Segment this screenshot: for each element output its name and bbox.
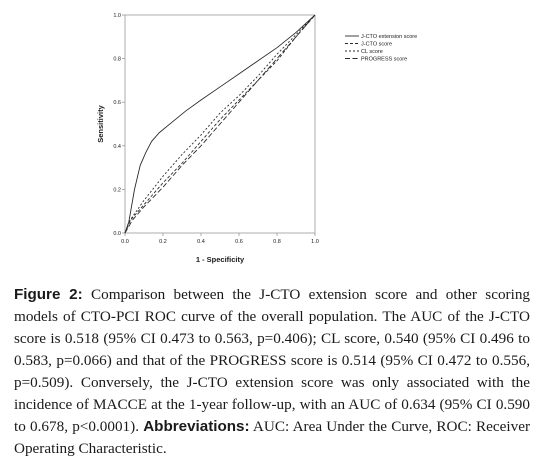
y-tick-label: 0.8: [113, 57, 121, 63]
axis-ticks: 0.0 0.2 0.4 0.6 0.8 1.0 0.0 0.2 0.4 0.6 0.8 1.0: [113, 13, 318, 245]
legend-entry: PROGRESS score: [361, 57, 407, 63]
roc-line-4: [124, 14, 316, 234]
x-tick-label: 0.8: [273, 239, 281, 245]
plot-frame: [124, 14, 316, 234]
figure-label: Figure 2:: [14, 286, 83, 303]
caption-text: Comparison between the J-CTO extension s…: [14, 286, 531, 435]
series-group: [124, 14, 316, 234]
abbreviations-label: Abbreviations:: [143, 418, 250, 435]
legend-entry: J-CTO extension score: [361, 34, 417, 40]
legend-entry: J-CTO score: [361, 42, 392, 48]
x-tick-label: 1.0: [311, 239, 319, 245]
figure-caption: Figure 2: Comparison between the J-CTO e…: [14, 284, 530, 460]
roc-chart: 0.0 0.2 0.4 0.6 0.8 1.0 0.0 0.2 0.4 0.6 0.8 1.0 J-C…: [96, 13, 417, 264]
x-tick-label: 0.6: [235, 239, 243, 245]
abbreviations-text: AUC: Area Under the Curve, ROC: Receiver…: [14, 418, 531, 457]
x-axis-label: 1 - Specificity: [196, 255, 245, 264]
legend-entry: CL score: [361, 49, 383, 55]
roc-line-3: [124, 14, 316, 234]
y-tick-label: 0.4: [113, 144, 121, 150]
y-tick-label: 0.6: [113, 100, 121, 106]
x-tick-label: 0.4: [197, 239, 205, 245]
y-axis-label: Sensitivity: [96, 104, 105, 142]
y-tick-label: 0.2: [113, 187, 121, 193]
y-tick-label: 1.0: [113, 13, 121, 19]
x-tick-label: 0.0: [121, 239, 129, 245]
y-tick-label: 0.0: [113, 231, 121, 237]
x-tick-label: 0.2: [159, 239, 167, 245]
roc-line-2: [124, 14, 316, 234]
roc-line-1: [124, 14, 316, 234]
